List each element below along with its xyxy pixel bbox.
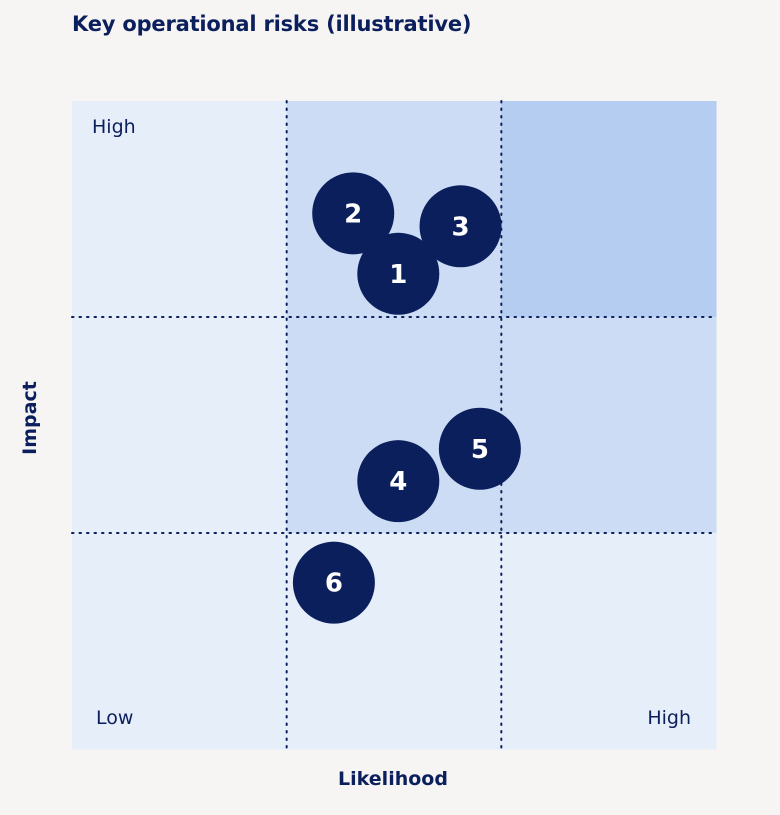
matrix-cell	[501, 533, 717, 750]
risk-marker-circle	[419, 185, 502, 268]
risk-marker-circle	[357, 232, 440, 315]
risk-marker-circle	[357, 440, 440, 523]
risk-marker-3: 3	[419, 185, 502, 268]
likelihood-low-label: Low	[96, 707, 133, 729]
risk-marker-6: 6	[292, 541, 375, 624]
chart-title: Key operational risks (illustrative)	[72, 12, 472, 36]
risk-marker-5: 5	[438, 407, 521, 490]
matrix-cell	[72, 533, 288, 750]
matrix-cell	[501, 317, 717, 534]
matrix-cell	[501, 101, 717, 318]
impact-high-label: High	[92, 116, 136, 138]
y-axis-label: Impact	[19, 381, 41, 455]
risk-marker-label: 2	[344, 199, 362, 229]
likelihood-high-label: High	[647, 707, 691, 729]
x-axis-label: Likelihood	[338, 768, 448, 790]
matrix-cell	[72, 101, 288, 318]
risk-marker-circle	[312, 172, 395, 255]
risk-marker-4: 4	[357, 440, 440, 523]
risk-marker-label: 1	[389, 260, 407, 290]
risk-marker-1: 1	[357, 232, 440, 315]
risk-marker-2: 2	[312, 172, 395, 255]
risk-marker-label: 5	[471, 435, 489, 465]
risk-marker-label: 3	[451, 212, 469, 242]
risk-marker-circle	[438, 407, 521, 490]
matrix-cell	[72, 317, 288, 534]
risk-marker-circle	[292, 541, 375, 624]
risk-marker-label: 6	[325, 569, 343, 599]
risk-marker-label: 4	[389, 467, 407, 497]
